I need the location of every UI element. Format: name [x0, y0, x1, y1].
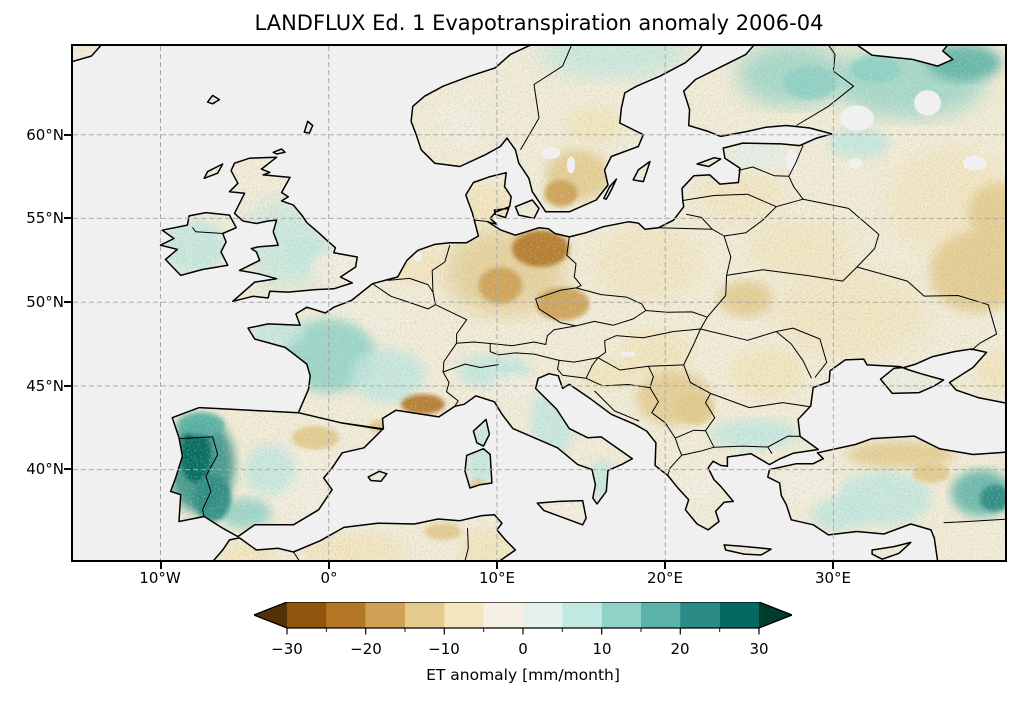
colorbar-segment	[287, 602, 327, 628]
colorbar-tick-label: 20	[670, 640, 690, 658]
coastlines	[73, 46, 1005, 560]
colorbar-tick-label: −30	[271, 640, 303, 658]
colorbar-segment	[405, 602, 445, 628]
map-canvas	[73, 46, 1005, 560]
colorbar-segment	[444, 602, 484, 628]
lakes	[413, 90, 987, 357]
colorbar-segment	[680, 602, 720, 628]
colorbar-extend-min	[254, 602, 287, 628]
x-tick-mark	[496, 562, 498, 569]
y-tick-label: 45°N	[26, 377, 64, 395]
x-tick-mark	[328, 562, 330, 569]
y-tick-mark	[64, 385, 71, 387]
colorbar-segment	[483, 602, 524, 628]
plot-area	[71, 44, 1007, 562]
x-tick-label: 10°E	[478, 569, 516, 587]
y-tick-mark	[64, 301, 71, 303]
colorbar-segment	[523, 602, 563, 628]
y-tick-mark	[64, 468, 71, 470]
y-tick-label: 55°N	[26, 209, 64, 227]
colorbar-segment	[562, 602, 602, 628]
colorbar-segment	[719, 602, 760, 628]
colorbar-segment	[365, 602, 406, 628]
x-tick-label: 10°W	[139, 569, 181, 587]
colorbar-tick-label: −20	[350, 640, 382, 658]
colorbar-segment	[601, 602, 642, 628]
colorbar-major-ticks	[286, 628, 760, 635]
country-borders	[178, 46, 1005, 560]
colorbar-segment	[641, 602, 681, 628]
colorbar-tick-label: 30	[749, 640, 769, 658]
figure-title: LANDFLUX Ed. 1 Evapotranspiration anomal…	[254, 11, 824, 35]
colorbar	[254, 602, 792, 635]
x-tick-mark	[664, 562, 666, 569]
colorbar-tick-label: −10	[428, 640, 460, 658]
x-tick-label: 20°E	[646, 569, 684, 587]
x-tick-label: 0°	[320, 569, 338, 587]
colorbar-extend-max	[759, 602, 792, 628]
colorbar-minor-ticks	[325, 628, 721, 632]
y-tick-mark	[64, 134, 71, 136]
colorbar-tick-label: 0	[518, 640, 528, 658]
colorbar-axis-label: ET anomaly [mm/month]	[426, 666, 620, 684]
x-tick-label: 30°E	[814, 569, 852, 587]
y-tick-mark	[64, 217, 71, 219]
y-tick-label: 60°N	[26, 126, 64, 144]
y-tick-label: 50°N	[26, 293, 64, 311]
x-tick-mark	[832, 562, 834, 569]
colorbar-segment	[326, 602, 366, 628]
graticule	[73, 46, 1005, 560]
x-tick-mark	[160, 562, 162, 569]
colorbar-tick-label: 10	[592, 640, 612, 658]
y-tick-label: 40°N	[26, 460, 64, 478]
